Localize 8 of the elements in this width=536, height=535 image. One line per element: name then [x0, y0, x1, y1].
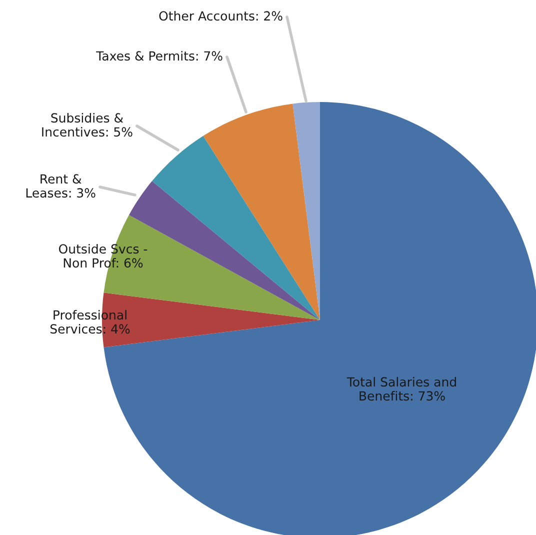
pie-slice	[292, 102, 320, 320]
slice-label: Other Accounts: 2%	[159, 10, 282, 21]
slice-label: Total Salaries and Benefits: 73%	[346, 376, 456, 401]
slice-label: Subsidies & Incentives: 5%	[42, 112, 132, 137]
pie-slice	[203, 104, 320, 320]
slice-label: Taxes & Permits: 7%	[96, 50, 222, 61]
slice-label: Rent & Leases: 3%	[26, 174, 96, 198]
pie-slice	[152, 136, 320, 320]
